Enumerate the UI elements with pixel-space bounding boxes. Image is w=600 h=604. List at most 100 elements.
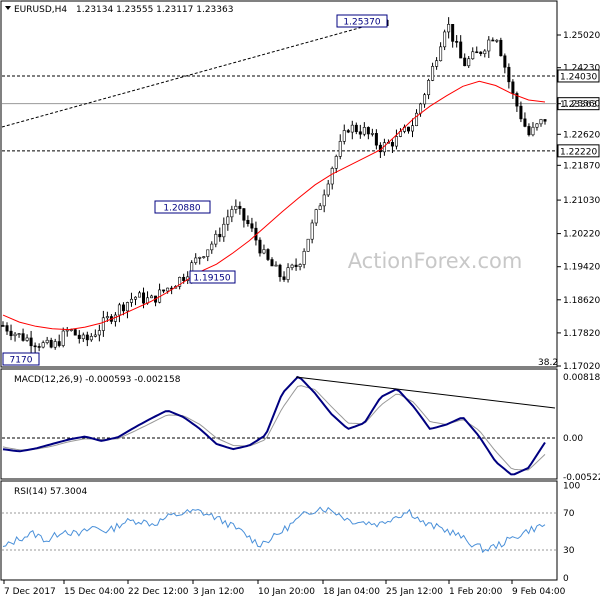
- candle-body: [53, 341, 57, 348]
- level-label: 1.22220: [560, 147, 597, 157]
- annotation-high-box: [336, 14, 388, 28]
- time-axis-label: 25 Jan 12:00: [386, 587, 443, 597]
- candle-body: [370, 133, 374, 135]
- candle-body: [234, 205, 238, 210]
- candle-body: [338, 141, 342, 157]
- candle-body: [258, 239, 262, 254]
- rsi-axis-label: 30: [563, 546, 575, 556]
- price-axis-label: 1.23360: [563, 100, 600, 110]
- candle-body: [427, 80, 431, 96]
- candle-body: [33, 345, 37, 348]
- rsi-axis-label: 70: [563, 509, 575, 519]
- candle-body: [65, 329, 69, 332]
- candle-body: [29, 337, 33, 347]
- candle-body: [495, 39, 499, 42]
- time-axis-label: 18 Jan 04:00: [323, 587, 380, 597]
- candle-body: [459, 41, 463, 59]
- candle-body: [290, 264, 294, 268]
- candle-body: [366, 127, 370, 135]
- macd-panel-frame: [0, 368, 558, 480]
- candle-body: [162, 289, 166, 292]
- time-axis-label: 3 Jan 12:00: [193, 587, 245, 597]
- candle-body: [527, 126, 531, 136]
- candle-body: [330, 168, 334, 185]
- annotation-low: 7170: [2, 352, 40, 366]
- rsi-title: RSI(14) 57.3004: [14, 487, 87, 497]
- level-label: 1.24030: [560, 72, 597, 82]
- price-axis-label: 1.17820: [563, 329, 600, 339]
- candle-body: [5, 325, 9, 332]
- candle-body: [467, 58, 471, 67]
- candle-body: [214, 233, 218, 245]
- candle-body: [129, 298, 133, 303]
- annotation-high: 1.25370: [336, 14, 389, 28]
- fib-label: 38.2: [538, 358, 558, 368]
- candle-body: [142, 292, 146, 304]
- time-axis-label: 15 Dec 04:00: [64, 587, 125, 597]
- annotation-mid-high-label: 1.20880: [163, 204, 200, 214]
- candle-body: [507, 66, 511, 83]
- candle-body: [226, 216, 230, 225]
- candle-body: [451, 24, 455, 42]
- ohlc-label: 1.23134 1.23555 1.23117 1.23363: [76, 5, 233, 15]
- candle-body: [298, 264, 302, 267]
- macd-axis-label: 0.008182: [563, 373, 600, 383]
- candle-body: [41, 342, 45, 348]
- candle-body: [49, 339, 53, 348]
- candle-body: [105, 316, 109, 319]
- candle-body: [515, 93, 519, 107]
- macd-trendline: [295, 376, 556, 409]
- candle-body: [210, 243, 214, 251]
- annotation-mid-low-label: 1.19150: [193, 274, 230, 284]
- candle-body: [282, 276, 286, 280]
- candle-body: [435, 60, 439, 67]
- candle-body: [85, 334, 89, 341]
- candle-body: [182, 276, 186, 281]
- candle-body: [358, 131, 362, 135]
- candle-body: [310, 222, 314, 240]
- candle-body: [302, 251, 306, 265]
- candle-body: [479, 51, 483, 54]
- candle-body: [406, 126, 410, 132]
- candle-body: [539, 119, 543, 125]
- candle-body: [503, 55, 507, 68]
- annotation-high-label: 1.25370: [343, 18, 380, 28]
- candle-body: [262, 249, 266, 254]
- candle-body: [423, 94, 427, 105]
- price-trendline: [1, 19, 389, 128]
- price-axis-label: 1.25020: [563, 31, 600, 41]
- candle-body: [45, 339, 49, 343]
- candle-body: [25, 337, 29, 341]
- candle-body: [238, 205, 242, 209]
- candle-body: [97, 330, 101, 336]
- price-axis-label: 1.20220: [563, 230, 600, 240]
- candle-body: [274, 264, 278, 267]
- moving-average-line: [2, 80, 546, 331]
- candle-body: [81, 334, 85, 339]
- candle-body: [447, 24, 451, 33]
- time-axis-label: 10 Jan 20:00: [258, 587, 315, 597]
- rsi-line: [2, 506, 546, 554]
- candle-body: [354, 124, 358, 133]
- candle-body: [374, 133, 378, 146]
- rsi-axis-label: 0: [563, 574, 569, 584]
- candle-body: [278, 264, 282, 278]
- price-panel-frame: [0, 0, 558, 368]
- price-axis-label: 1.17020: [563, 362, 600, 372]
- candle-body: [362, 127, 366, 135]
- watermark: ActionForex.com: [348, 249, 523, 273]
- candle-body: [150, 295, 154, 299]
- candle-body: [73, 329, 77, 336]
- candle-body: [463, 57, 467, 67]
- candle-body: [346, 130, 350, 133]
- candle-body: [21, 333, 25, 341]
- time-axis-label: 1 Feb 20:00: [449, 587, 503, 597]
- candle-body: [523, 118, 527, 127]
- price-axis-label: 1.18620: [563, 296, 600, 306]
- candle-body: [535, 123, 539, 128]
- macd-axis-label: -0.005223: [563, 473, 600, 483]
- candle-body: [314, 209, 318, 224]
- candles: [1, 17, 547, 354]
